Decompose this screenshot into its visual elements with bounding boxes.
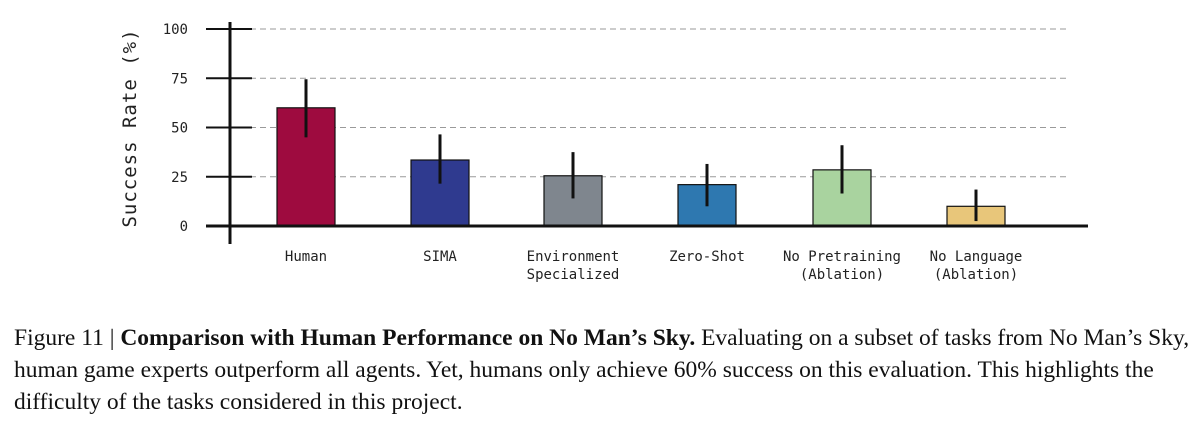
figure-caption: Figure 11 | Comparison with Human Perfor… (14, 322, 1194, 418)
y-tick-label: 25 (171, 170, 188, 186)
y-axis-label: Success Rate (%) (119, 28, 141, 227)
x-tick-label: Zero-Shot (669, 249, 745, 265)
axes (206, 22, 1088, 244)
y-tick-label: 75 (171, 71, 188, 87)
caption-label: Figure 11 | (14, 325, 121, 351)
x-tick-label: SIMA (423, 249, 457, 265)
y-tick-label: 100 (163, 22, 188, 38)
caption-text: Evaluating on a subset of tasks from No … (14, 325, 1190, 415)
y-axis-ticks: 0 25 50 75 100 (163, 22, 252, 235)
error-bars (304, 79, 978, 222)
y-tick-label: 0 (180, 219, 188, 235)
bar-chart: 0 25 50 75 100 Human SIMA Environment Specializ… (119, 22, 1088, 283)
x-axis-labels: Human SIMA Environment Specialized Zero-Shot… (285, 249, 1022, 283)
x-tick-label: No Pretraining (Ablation) (783, 249, 901, 283)
y-tick-label: 50 (171, 121, 188, 137)
x-tick-label: No Language (Ablation) (930, 249, 1023, 283)
caption-title: Comparison with Human Performance on No … (120, 325, 696, 351)
x-tick-label: Environment Specialized (527, 249, 620, 283)
x-tick-label: Human (285, 249, 327, 265)
gridlines (230, 28, 1070, 178)
bars (276, 107, 1006, 227)
